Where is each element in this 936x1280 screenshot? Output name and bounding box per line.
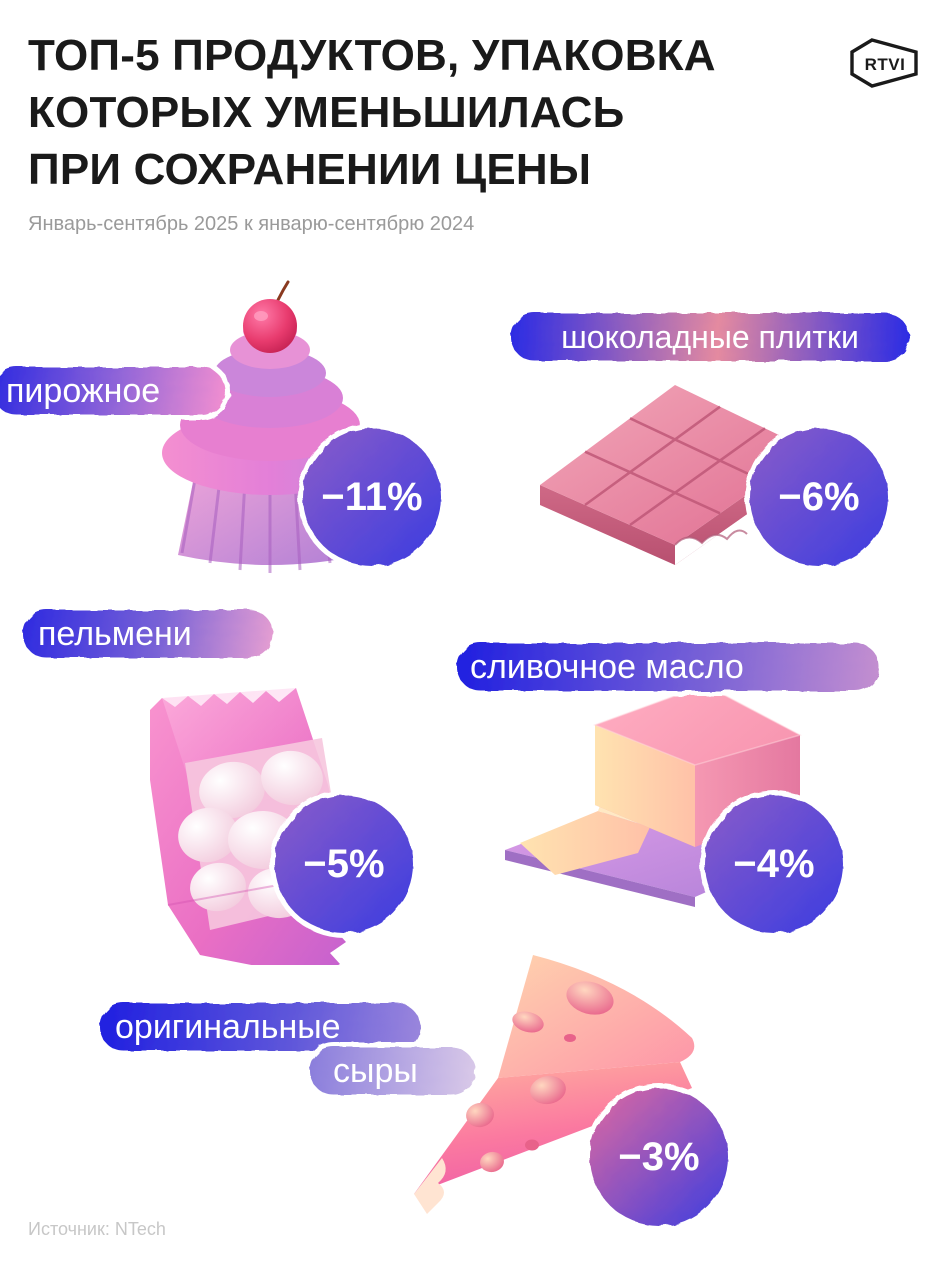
svg-text:RTVI: RTVI — [865, 55, 906, 74]
